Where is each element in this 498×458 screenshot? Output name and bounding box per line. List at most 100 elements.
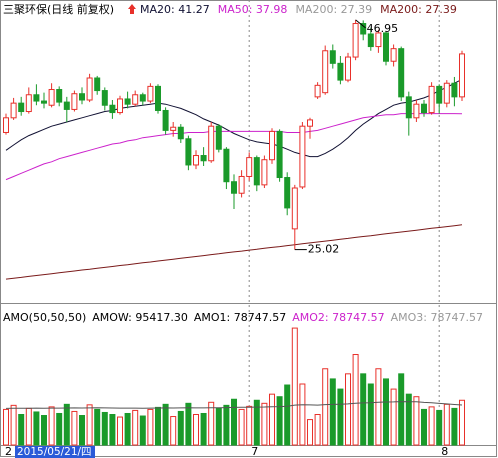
candle-body [291,187,298,230]
candle-body [443,82,450,104]
candle-body [231,181,237,194]
candle-body [352,23,359,58]
volume-bar [177,410,184,446]
candle-body [79,93,85,101]
volume-bar [253,399,260,446]
volume-bar [261,402,268,446]
volume-bar [193,414,199,446]
candle-body [33,94,40,102]
volume-bar [3,408,9,446]
candle-body [314,84,321,98]
candle-body [261,159,268,186]
chart-title: 三聚环保(日线 前复权) [3,2,114,16]
volume-bar [56,412,63,446]
candle-body [215,125,222,150]
candle-body [223,148,230,183]
volume-bar [86,404,93,446]
volume-bar [231,398,237,446]
up-arrow-icon [128,4,136,14]
candle-body [86,77,93,101]
volume-bar [200,412,207,446]
volume-bar [238,408,245,446]
candle-body [383,32,389,62]
volume-legend: AMOW: 95417.30 [92,311,188,324]
candle-body [177,126,184,140]
candle-body [193,155,199,166]
candle-body [101,90,108,106]
volume-bar [322,368,329,446]
volume-bar [337,388,344,446]
volume-bar [413,396,420,446]
candle-body [276,130,283,179]
volume-bar [405,393,412,446]
cursor-label: 2015/05/21/四 [17,446,92,458]
candle-body [375,32,382,48]
candle-body [132,94,139,105]
candle-body [10,102,17,119]
volume-bar [443,403,450,446]
volume-bar [48,406,55,446]
candle-body [246,157,253,177]
candle-body [253,157,260,186]
annotation-leader [355,19,366,29]
annotation-high: 46.95 [367,22,399,35]
volume-bar [10,404,17,446]
volume-bar [94,408,101,446]
candle-body [238,175,245,194]
volume-bar [124,412,131,446]
candle-body [25,94,32,113]
volume-bar [71,410,78,446]
volume-bar [41,415,47,446]
volume-bar [421,408,427,446]
volume-bar [345,373,351,446]
volume-bar [459,399,465,446]
volume-bar [170,416,177,446]
volume-bar [63,403,70,446]
candle-body [307,119,313,127]
candle-body [360,23,367,35]
volume-legend: AMO1: 78747.57 [194,311,286,324]
volume-bar [25,407,32,446]
candle-body [367,33,374,48]
candle-body [124,98,131,105]
candle-body [345,56,351,81]
candle-body [337,62,344,81]
volume-bar [132,409,139,446]
volume-bar [451,407,458,446]
candle-body [48,89,55,106]
volume-legend: AMO2: 78747.57 [292,311,384,324]
legend-entry: MA200: 27.39 [380,3,457,16]
candle-body [155,85,161,111]
volume-bar [101,411,108,446]
volume-bar [33,411,40,446]
candle-body [170,126,177,131]
candle-body [329,50,336,64]
candle-body [428,85,435,114]
volume-bar [79,415,85,446]
candle-body [117,98,123,114]
cursor-box [15,446,95,458]
x-tick-label: 7 [251,445,258,458]
ma-line [5,113,463,181]
volume-bar [398,373,405,446]
volume-bar [314,414,321,446]
candle-body [18,102,25,113]
volume-bar [383,378,389,446]
candle-body [322,50,329,94]
volume-bar [155,406,161,446]
ma-line [5,224,463,280]
candle-body [200,155,207,162]
candle-body [3,117,9,133]
volume-bar [375,368,382,446]
candle-body [162,109,169,131]
candle-body [299,125,306,188]
candle-body [41,100,47,104]
candle-body [139,94,146,102]
volume-bar [360,373,367,446]
volume-bar [436,409,443,446]
volume-bar [284,384,291,446]
volume-bar [109,414,116,446]
candle-body [109,104,116,114]
volume-bar [291,327,298,446]
